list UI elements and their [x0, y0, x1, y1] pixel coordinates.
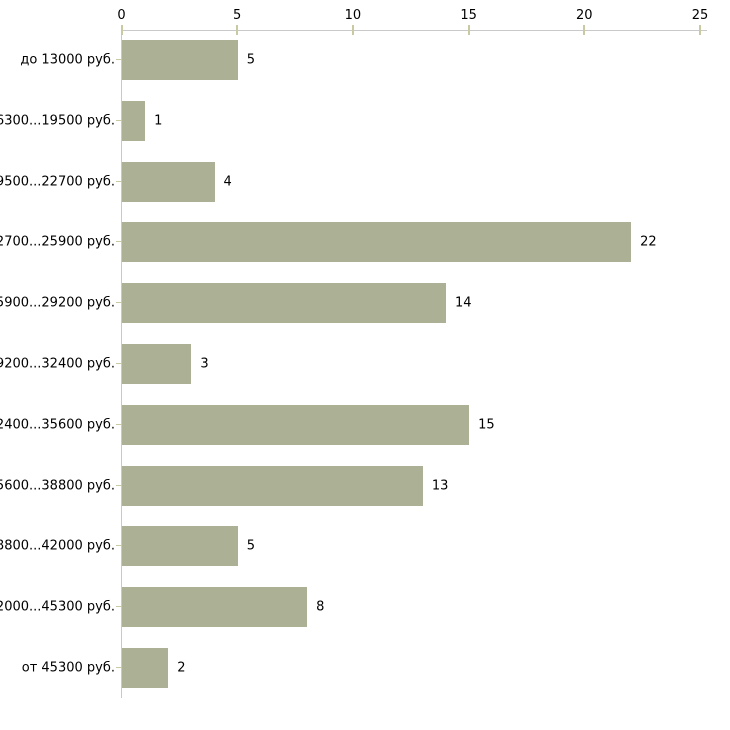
- x-axis-line: [121, 30, 707, 31]
- y-tick-mark: [116, 667, 122, 668]
- bar: [122, 587, 308, 628]
- category-label: до 13000 руб.: [20, 52, 115, 68]
- bar: [122, 40, 238, 80]
- value-label: 22: [640, 234, 657, 250]
- y-tick-mark: [116, 484, 122, 486]
- category-label: 19500...22700 руб.: [0, 174, 115, 190]
- x-tick-label: 0: [117, 8, 126, 23]
- x-tick-label: 10: [344, 8, 362, 23]
- x-tick-label: 5: [233, 8, 242, 23]
- category-label: 35600...38800 руб.: [0, 478, 115, 494]
- value-label: 8: [316, 599, 325, 615]
- bar-row: 25900...29200 руб. 14: [0, 283, 730, 324]
- value-label: 14: [454, 295, 472, 311]
- bar-row: 38800...42000 руб. 5: [0, 526, 730, 567]
- y-tick-mark: [116, 302, 122, 304]
- value-label: 5: [246, 52, 255, 68]
- category-label: 25900...29200 руб.: [0, 295, 115, 311]
- category-label: 38800...42000 руб.: [0, 538, 115, 554]
- bar-row: 29200...32400 руб. 3: [0, 344, 730, 384]
- x-tick-label: 15: [460, 8, 477, 23]
- x-tick-label: 25: [691, 8, 709, 23]
- bar: [122, 404, 470, 445]
- bar: [122, 161, 215, 202]
- bar: [122, 283, 446, 324]
- value-label: 4: [223, 174, 232, 190]
- x-tick-mark: [583, 25, 586, 35]
- y-tick-mark: [116, 119, 122, 121]
- bar-row: от 45300 руб. 2: [0, 648, 730, 688]
- bar: [122, 526, 238, 567]
- y-tick-mark: [116, 241, 122, 243]
- y-tick-mark: [116, 59, 122, 60]
- bar-row: 16300...19500 руб. 1: [0, 100, 730, 141]
- x-tick-mark: [467, 25, 470, 35]
- bar: [122, 100, 146, 141]
- x-tick-mark: [236, 25, 239, 35]
- y-tick-mark: [116, 545, 122, 547]
- x-tick-label: 20: [576, 8, 593, 23]
- category-label: 22700...25900 руб.: [0, 234, 115, 250]
- x-tick-mark: [699, 25, 701, 35]
- bar: [122, 344, 192, 384]
- value-label: 2: [177, 660, 186, 676]
- bar-row: 22700...25900 руб. 22: [0, 222, 730, 263]
- y-tick-mark: [116, 423, 122, 425]
- y-axis-line: [121, 30, 122, 698]
- value-label: 13: [431, 478, 449, 494]
- bar: [122, 465, 423, 506]
- category-label: от 45300 руб.: [21, 660, 115, 676]
- y-tick-mark: [116, 180, 122, 182]
- value-label: 1: [154, 113, 163, 129]
- bar-row: 35600...38800 руб. 13: [0, 465, 730, 506]
- bar: [122, 648, 169, 688]
- x-tick-mark: [351, 25, 354, 35]
- x-tick-mark: [120, 25, 123, 35]
- value-label: 15: [478, 417, 495, 433]
- value-label: 5: [246, 538, 255, 554]
- category-label: 16300...19500 руб.: [0, 113, 115, 129]
- bar-row: 32400...35600 руб. 15: [0, 404, 730, 445]
- y-tick-mark: [116, 363, 122, 364]
- y-tick-mark: [116, 606, 122, 608]
- value-label: 3: [200, 356, 209, 372]
- bar-row: 19500...22700 руб. 4: [0, 161, 730, 202]
- category-label: 29200...32400 руб.: [0, 356, 115, 372]
- bar-row: 42000...45300 руб. 8: [0, 587, 730, 628]
- category-label: 42000...45300 руб.: [0, 599, 115, 615]
- bar-row: до 13000 руб. 5: [0, 40, 730, 80]
- bar: [122, 222, 632, 263]
- category-label: 32400...35600 руб.: [0, 417, 115, 433]
